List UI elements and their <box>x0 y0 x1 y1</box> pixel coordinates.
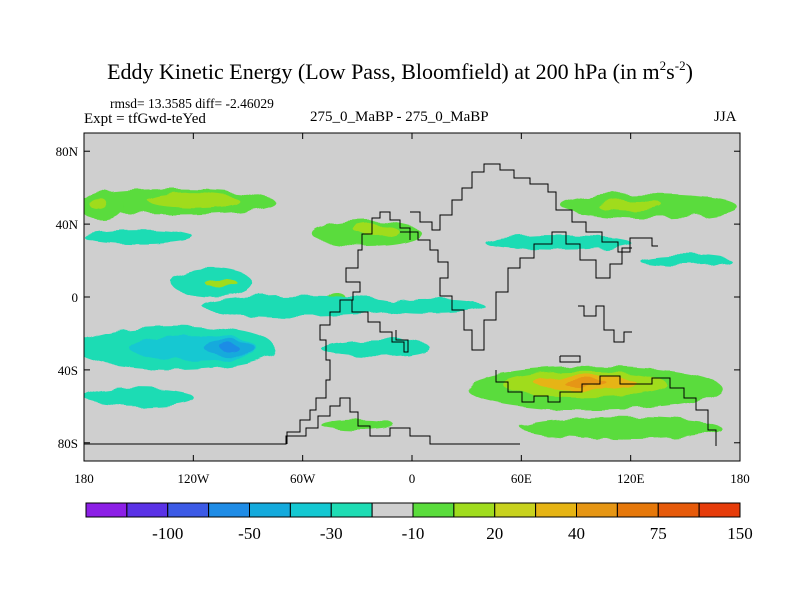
panel-center-label: 275_0_MaBP - 275_0_MaBP <box>310 109 489 125</box>
x-tick-label: 120E <box>617 471 645 486</box>
colorbar-label: 150 <box>727 524 753 543</box>
contour-region-trop-pacific-core <box>204 278 238 287</box>
contour-region-sh-farsouth-green <box>320 419 394 431</box>
x-tick-label: 120W <box>177 471 210 486</box>
y-tick-label: 80N <box>56 144 79 159</box>
colorbar-swatch <box>330 502 373 518</box>
x-tick-label: 180 <box>730 471 750 486</box>
chart-title: Eddy Kinetic Energy (Low Pass, Bloomfiel… <box>107 58 693 84</box>
coastline-greenland-europe <box>410 163 658 253</box>
colorbar-swatch <box>167 502 210 518</box>
colorbar-swatch <box>576 502 618 518</box>
x-tick-label: 0 <box>409 471 416 486</box>
contour-region-nh-asia-cyan <box>484 235 631 250</box>
contour-region-sh-atlantic-cyan <box>320 338 431 358</box>
season-label: JJA <box>714 109 737 125</box>
colorbar-label: -100 <box>152 524 183 543</box>
colorbar-swatch <box>85 502 128 518</box>
y-tick-label: 0 <box>72 290 79 305</box>
colorbar-swatch <box>371 502 414 518</box>
colorbar-swatch <box>453 502 496 518</box>
contour-region-nh-lowlat-cyan <box>84 229 194 245</box>
colorbar-swatch <box>535 502 577 518</box>
colorbar-swatch <box>249 502 291 518</box>
y-tick-label: 80S <box>58 436 78 451</box>
plot-background <box>84 133 740 461</box>
experiment-label: Expt = tfGwd-teYed <box>84 111 206 127</box>
colorbar-label: -30 <box>320 524 343 543</box>
contour-region-sh-subtrop-min <box>220 344 239 352</box>
colorbar-swatch <box>126 502 169 518</box>
contour-region-trop-band-cyan <box>202 295 403 318</box>
coastline-australia-north <box>559 355 581 363</box>
coastline-australia <box>495 370 717 446</box>
y-tick-label: 40N <box>56 217 79 232</box>
colorbar-swatch <box>208 502 250 518</box>
x-tick-label: 60E <box>511 471 532 486</box>
contour-region-nh-asia-jet-core <box>597 200 664 212</box>
colorbar-swatch <box>698 502 741 518</box>
colorbar-swatch <box>289 502 332 518</box>
rmsd-diff-label: rmsd= 13.3585 diff= -2.46029 <box>110 96 274 111</box>
colorbar-label: 40 <box>568 524 585 543</box>
contour-region-sh-southern-green <box>521 417 722 440</box>
colorbar-swatch <box>657 502 700 518</box>
contour-region-nh-eastpac-cyan <box>639 255 731 267</box>
colorbar-label: 20 <box>486 524 503 543</box>
x-tick-label: 180 <box>74 471 94 486</box>
colorbar-swatch <box>616 502 659 518</box>
contour-region-nh-pacific-left-core <box>89 198 108 210</box>
x-tick-label: 60W <box>290 471 316 486</box>
contour-region-sh-southpac-cyan <box>84 388 194 407</box>
y-tick-label: 40S <box>58 363 78 378</box>
coastline-antarctic-peninsula <box>84 397 520 445</box>
contour-region-nh-jet-core <box>147 193 239 208</box>
coastline-africa-asia <box>400 231 632 351</box>
contour-region-trop-africa-cyan <box>375 298 485 314</box>
colorbar-swatch <box>494 502 537 518</box>
colorbar-label: 75 <box>650 524 667 543</box>
coastline-south-america <box>340 299 409 353</box>
colorbar-swatch <box>412 502 455 518</box>
coastline-southeast-asia <box>578 305 632 343</box>
contour-region-nh-atlantic-core <box>353 224 398 236</box>
colorbar-label: -10 <box>402 524 425 543</box>
colorbar-label: -50 <box>238 524 261 543</box>
